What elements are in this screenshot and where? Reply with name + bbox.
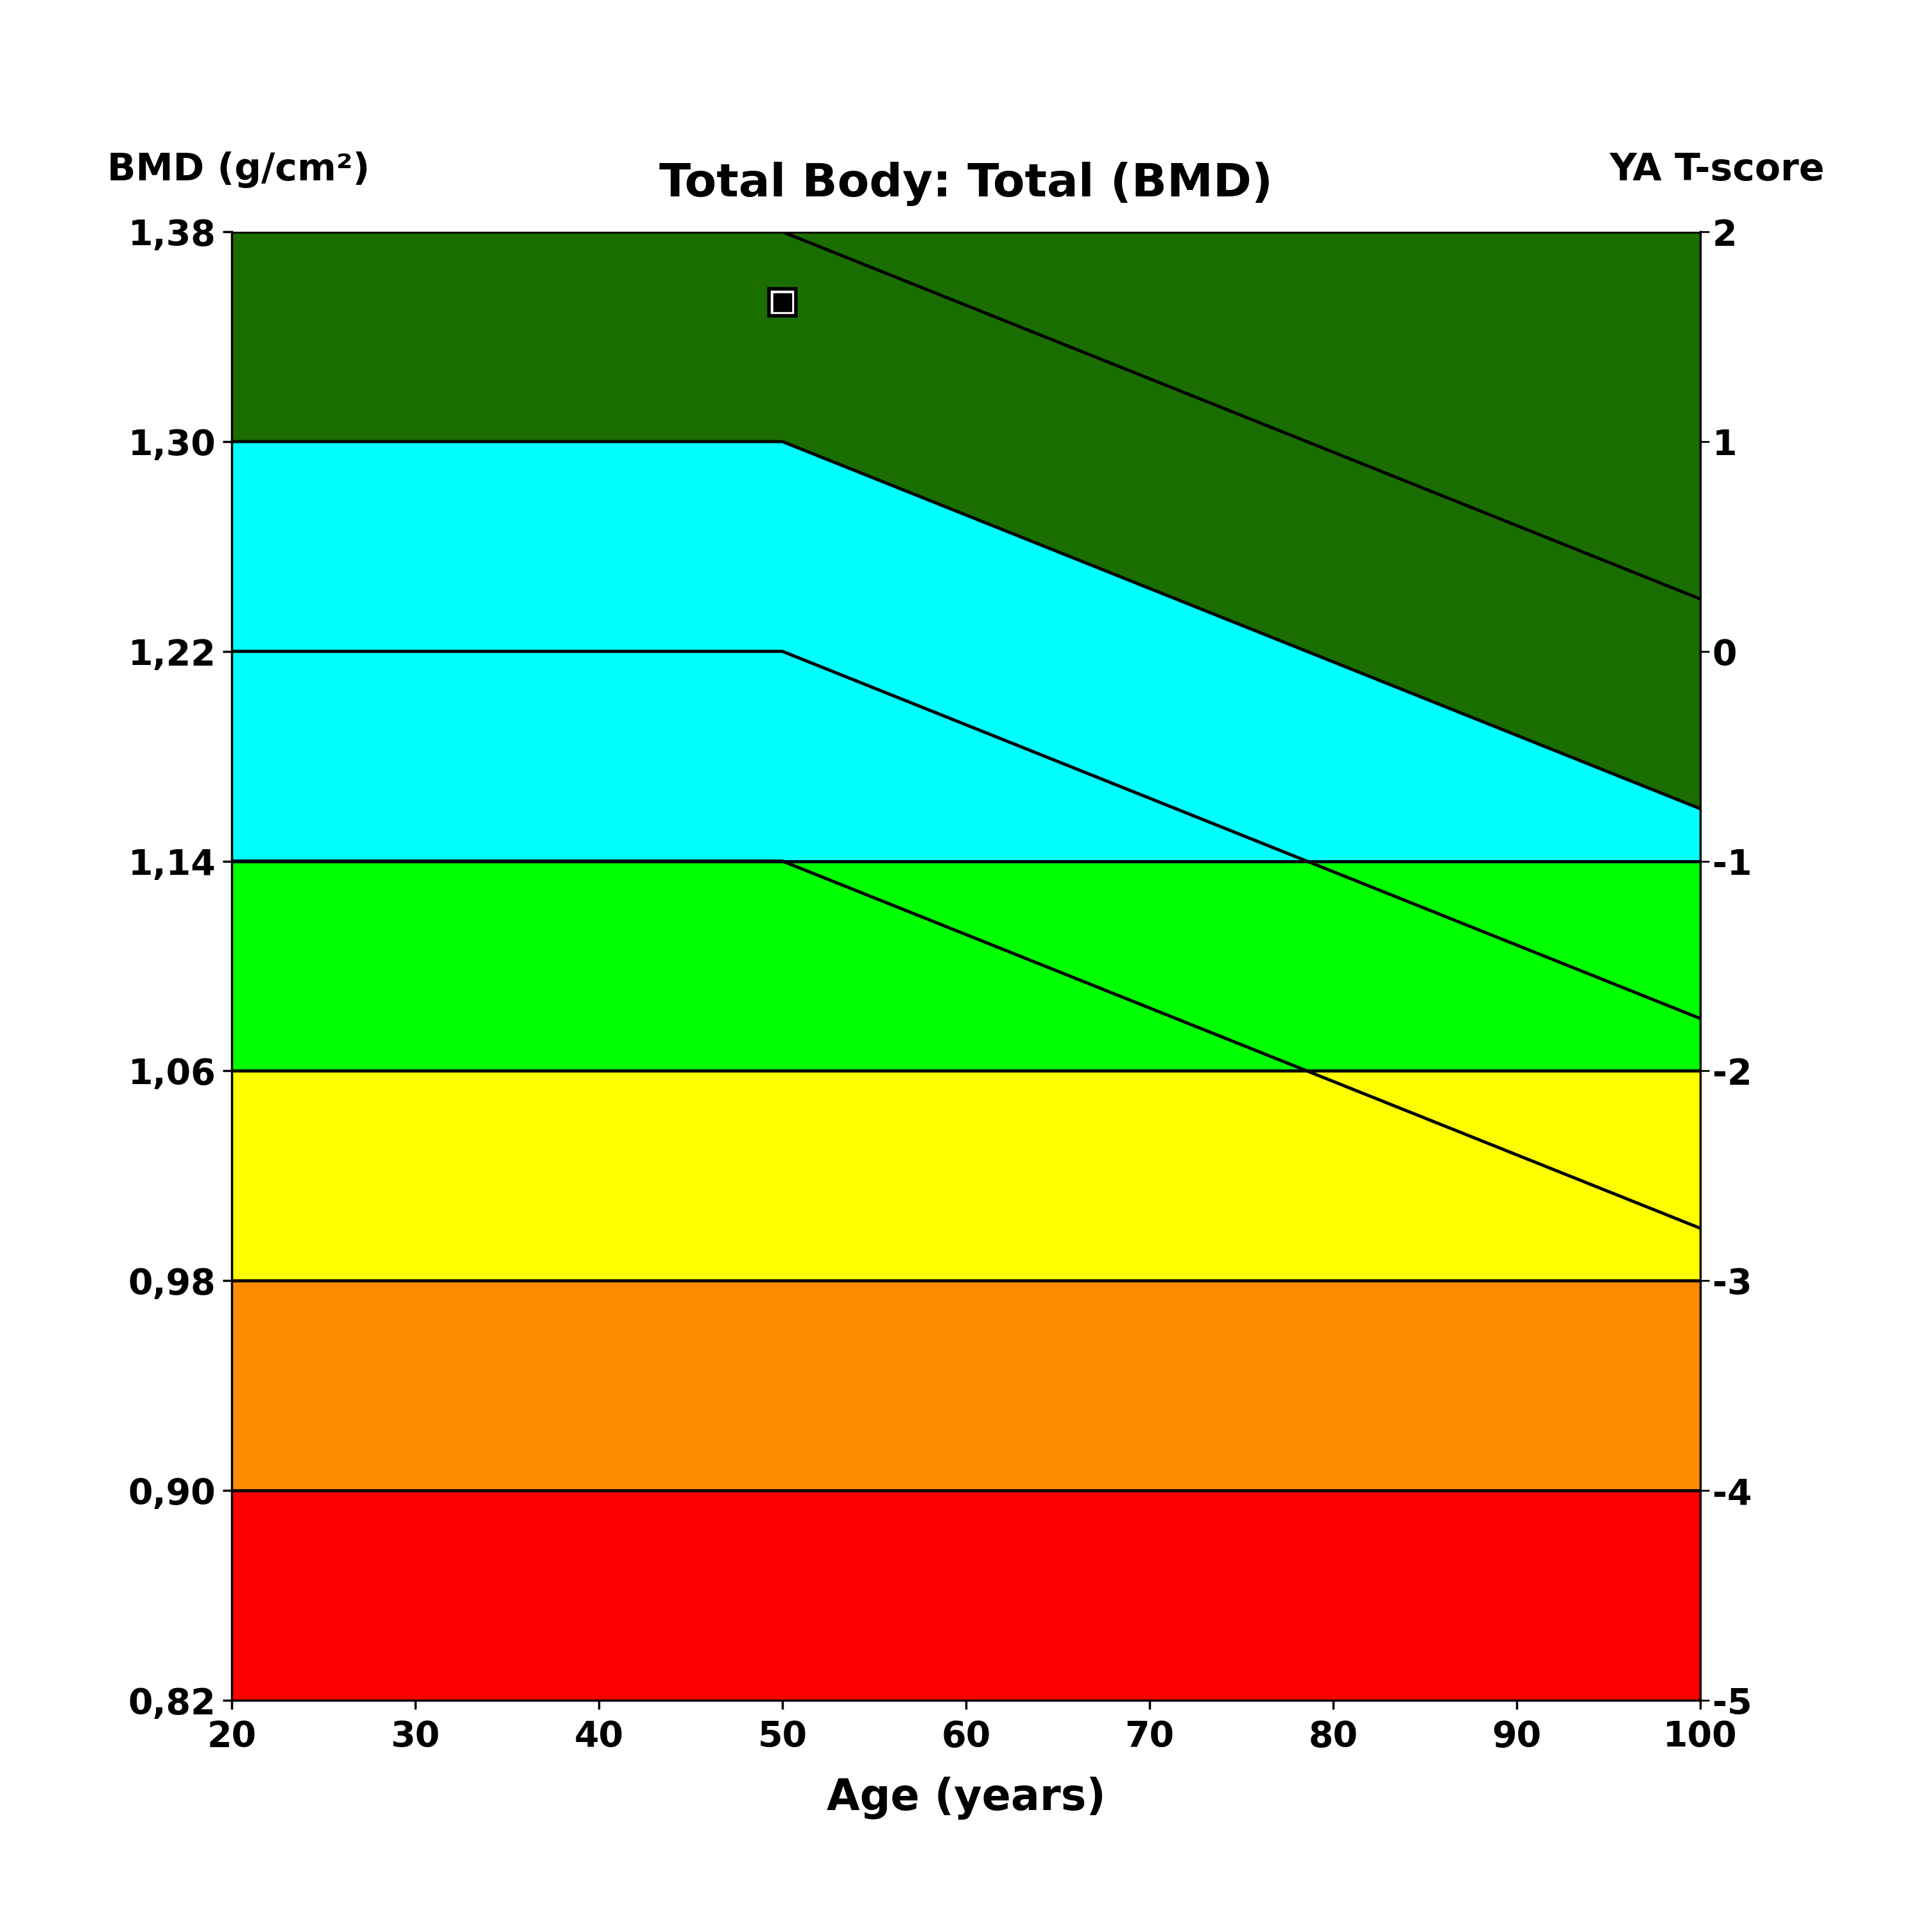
Text: YA T-score: YA T-score <box>1609 151 1826 187</box>
Text: BMD (g/cm²): BMD (g/cm²) <box>106 151 369 187</box>
Title: Total Body: Total (BMD): Total Body: Total (BMD) <box>659 162 1273 207</box>
X-axis label: Age (years): Age (years) <box>827 1777 1105 1820</box>
